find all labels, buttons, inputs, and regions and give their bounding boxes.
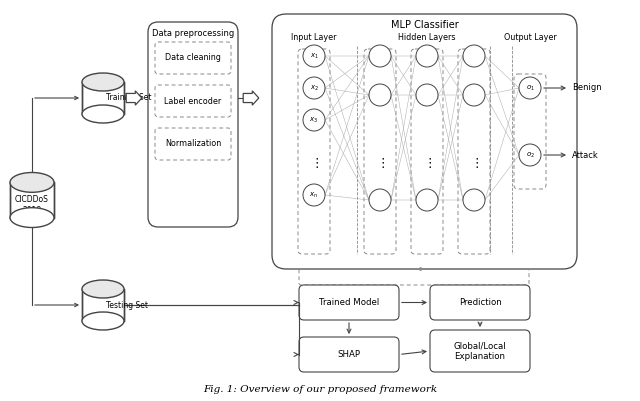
FancyBboxPatch shape (299, 285, 399, 320)
Circle shape (303, 109, 325, 131)
Circle shape (416, 84, 438, 106)
Text: Data preprocessing: Data preprocessing (152, 28, 234, 38)
FancyBboxPatch shape (430, 330, 530, 372)
Text: $o_2$: $o_2$ (525, 150, 534, 160)
FancyBboxPatch shape (155, 85, 231, 117)
Text: $x_1$: $x_1$ (310, 51, 319, 61)
Text: $\vdots$: $\vdots$ (470, 156, 479, 170)
Text: Fig. 1: Overview of our proposed framework: Fig. 1: Overview of our proposed framewo… (203, 385, 437, 395)
Text: Attack: Attack (572, 150, 599, 160)
FancyBboxPatch shape (299, 337, 399, 372)
Circle shape (416, 45, 438, 67)
Text: Benign: Benign (572, 83, 602, 93)
Polygon shape (126, 91, 142, 105)
FancyBboxPatch shape (148, 22, 238, 227)
Text: Data cleaning: Data cleaning (165, 53, 221, 63)
Text: $o_1$: $o_1$ (525, 83, 534, 93)
Ellipse shape (82, 105, 124, 123)
Text: Prediction: Prediction (459, 298, 501, 307)
Text: SHAP: SHAP (337, 350, 360, 359)
Text: $\vdots$: $\vdots$ (310, 156, 319, 170)
Text: $x_2$: $x_2$ (310, 83, 319, 93)
Text: Input Layer: Input Layer (291, 34, 337, 43)
Text: Normalization: Normalization (165, 140, 221, 148)
Ellipse shape (82, 280, 124, 298)
Text: $x_{n}$: $x_{n}$ (310, 190, 319, 200)
Text: Hidden Layers: Hidden Layers (398, 34, 456, 43)
Text: Training Set: Training Set (106, 93, 152, 103)
Text: CICDDoS
2019: CICDDoS 2019 (15, 195, 49, 215)
Text: Trained Model: Trained Model (319, 298, 379, 307)
Text: $x_3$: $x_3$ (310, 115, 319, 125)
Circle shape (369, 189, 391, 211)
Circle shape (463, 84, 485, 106)
Ellipse shape (82, 312, 124, 330)
Text: Global/Local
Explanation: Global/Local Explanation (454, 341, 506, 361)
Circle shape (303, 184, 325, 206)
FancyBboxPatch shape (155, 128, 231, 160)
Circle shape (519, 144, 541, 166)
Circle shape (303, 77, 325, 99)
FancyBboxPatch shape (10, 182, 54, 218)
Text: Testing Set: Testing Set (106, 300, 148, 310)
Circle shape (369, 45, 391, 67)
FancyBboxPatch shape (272, 14, 577, 269)
Circle shape (369, 84, 391, 106)
FancyBboxPatch shape (155, 42, 231, 74)
Circle shape (463, 189, 485, 211)
FancyBboxPatch shape (430, 285, 530, 320)
Text: $\vdots$: $\vdots$ (422, 156, 431, 170)
Circle shape (519, 77, 541, 99)
Polygon shape (243, 91, 259, 105)
Circle shape (416, 189, 438, 211)
Text: MLP Classifier: MLP Classifier (390, 20, 458, 30)
Ellipse shape (82, 73, 124, 91)
Ellipse shape (10, 172, 54, 192)
Text: $\vdots$: $\vdots$ (376, 156, 385, 170)
Text: Label encoder: Label encoder (164, 97, 221, 105)
Circle shape (303, 45, 325, 67)
Circle shape (463, 45, 485, 67)
FancyBboxPatch shape (82, 289, 124, 321)
Ellipse shape (10, 208, 54, 227)
Text: Output Layer: Output Layer (504, 34, 556, 43)
FancyBboxPatch shape (82, 82, 124, 114)
